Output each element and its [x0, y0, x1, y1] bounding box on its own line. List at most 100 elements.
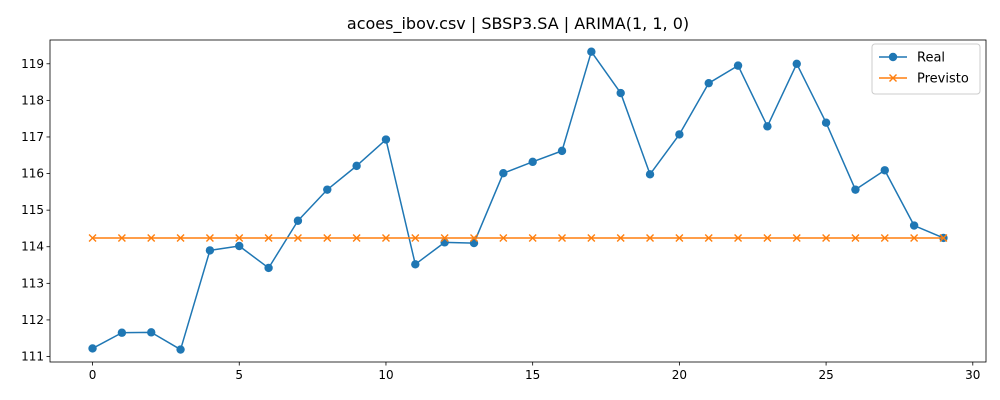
y-tick-label: 118 — [21, 93, 44, 107]
plot-area — [88, 47, 948, 354]
marker-stroke — [558, 233, 567, 242]
data-point — [381, 135, 391, 144]
data-point — [880, 166, 889, 175]
legend: Real Previsto — [871, 43, 981, 95]
x-tick-label: 25 — [818, 368, 833, 382]
data-point — [323, 185, 332, 194]
data-point — [734, 233, 743, 242]
data-point — [528, 157, 537, 167]
marker-stroke — [704, 233, 713, 242]
data-point — [235, 233, 244, 242]
data-point — [323, 233, 332, 242]
data-point — [293, 216, 303, 225]
data-point — [264, 233, 273, 242]
marker-stroke — [675, 233, 684, 242]
data-point — [558, 233, 567, 242]
marker-stroke — [646, 233, 655, 242]
data-point — [822, 233, 831, 242]
marker-stroke — [235, 233, 244, 242]
x-tick-label: 5 — [235, 368, 243, 382]
axes-frame — [49, 39, 987, 363]
x-tick-label: 30 — [965, 368, 980, 382]
marker-stroke — [440, 233, 449, 242]
data-point — [469, 233, 478, 242]
marker-stroke — [88, 233, 97, 242]
legend-entry-1: Previsto — [879, 72, 969, 87]
data-point — [587, 47, 596, 56]
data-point — [704, 233, 713, 242]
marker-stroke — [352, 233, 361, 242]
legend-marker — [889, 74, 897, 82]
marker-stroke — [323, 233, 332, 242]
marker-stroke — [939, 233, 948, 242]
data-point — [88, 233, 97, 242]
legend-entry-0: Real — [879, 51, 945, 66]
x-tick-label: 20 — [672, 368, 687, 382]
data-point — [616, 88, 625, 98]
x-tick-label: 0 — [89, 368, 97, 382]
marker-stroke — [880, 233, 889, 242]
data-point — [645, 170, 655, 179]
series-line-0 — [92, 50, 944, 351]
marker-stroke — [469, 233, 478, 242]
y-tick-label: 116 — [21, 167, 44, 181]
y-tick-label: 119 — [21, 57, 44, 71]
data-point — [440, 233, 449, 242]
legend-marker — [888, 52, 898, 62]
data-point — [792, 59, 801, 68]
marker-stroke — [822, 233, 831, 242]
marker-stroke — [528, 233, 537, 242]
marker-stroke — [205, 233, 214, 242]
legend-label: Previsto — [917, 72, 969, 87]
data-point — [411, 233, 420, 242]
data-point — [176, 233, 185, 242]
marker-stroke — [117, 233, 126, 242]
data-point — [235, 241, 244, 251]
y-tick-label: 117 — [21, 130, 44, 144]
y-tick-label: 113 — [21, 276, 44, 290]
marker-stroke — [792, 233, 801, 242]
data-point — [763, 233, 772, 242]
data-point — [352, 233, 361, 242]
y-tick-label: 112 — [21, 313, 44, 327]
data-point — [205, 246, 215, 255]
data-point — [704, 78, 713, 88]
marker-stroke — [381, 233, 390, 242]
data-point — [616, 233, 625, 242]
data-point — [909, 221, 919, 230]
data-point — [117, 328, 127, 337]
data-point — [264, 263, 273, 273]
data-point — [88, 344, 97, 353]
y-tick-label: 115 — [21, 203, 44, 217]
data-point — [646, 233, 655, 242]
marker-stroke — [176, 233, 185, 242]
chart-title: acoes_ibov.csv | SBSP3.SA | ARIMA(1, 1, … — [347, 14, 689, 34]
data-point — [675, 130, 684, 139]
data-point — [411, 260, 420, 269]
data-point — [381, 233, 390, 242]
y-tick-label: 111 — [21, 350, 44, 364]
data-point — [792, 233, 801, 242]
marker-stroke — [763, 233, 772, 242]
data-point — [440, 238, 449, 247]
data-point — [205, 233, 214, 242]
marker-stroke — [851, 233, 860, 242]
marker-stroke — [411, 233, 420, 242]
data-point — [851, 233, 860, 242]
axes: 0 5 10 15 20 25 30 111 112 113 114 115 116 117 118 119 — [21, 39, 987, 382]
x-tick-label: 15 — [525, 368, 540, 382]
data-point — [763, 122, 772, 131]
y-tick-label: 114 — [21, 240, 44, 254]
marker-stroke — [499, 233, 508, 242]
marker-stroke — [734, 233, 743, 242]
data-point — [939, 233, 948, 242]
marker-stroke — [264, 233, 273, 242]
data-point — [557, 146, 567, 156]
marker-stroke — [587, 233, 596, 242]
data-point — [499, 233, 508, 242]
x-tick-label: 10 — [378, 368, 393, 382]
data-point — [910, 233, 919, 242]
marker-stroke — [616, 233, 625, 242]
data-point — [293, 233, 302, 242]
